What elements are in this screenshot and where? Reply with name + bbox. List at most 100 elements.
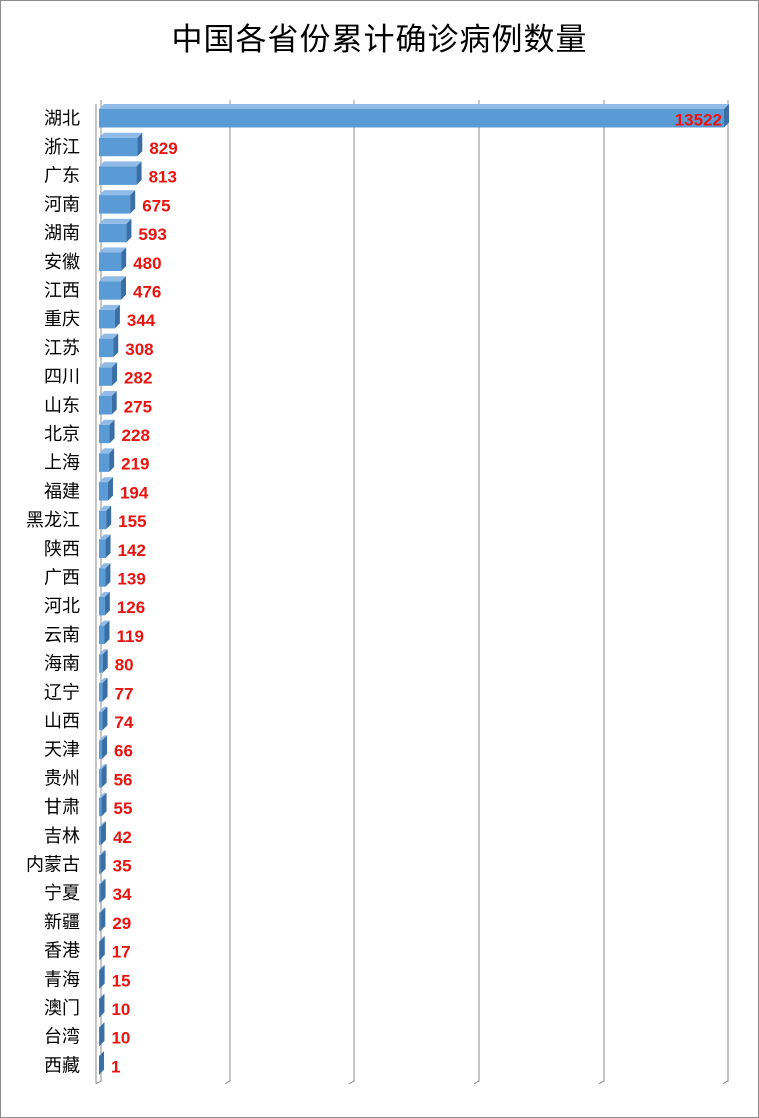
value-label: 194 xyxy=(120,483,149,502)
bar-top xyxy=(99,936,105,942)
bar-row: 四川 282 xyxy=(44,362,152,388)
bar-side xyxy=(102,678,108,702)
bar-side xyxy=(99,1051,105,1075)
bar-top xyxy=(99,678,108,683)
bar-row: 河南 675 xyxy=(44,190,171,215)
bar xyxy=(99,654,103,673)
category-label: 河南 xyxy=(44,194,80,215)
bar-side xyxy=(104,591,110,616)
bar-top xyxy=(99,276,127,282)
category-label: 澳门 xyxy=(44,998,80,1019)
bar-top xyxy=(99,505,112,511)
bar-row: 海南 80 xyxy=(44,649,134,675)
bar-top xyxy=(99,850,106,856)
bar xyxy=(99,166,137,185)
bar-top xyxy=(99,1022,105,1028)
bar-top xyxy=(99,591,110,597)
bar-row: 内蒙古 35 xyxy=(26,850,132,875)
bar-top xyxy=(99,534,111,540)
category-label: 山西 xyxy=(44,711,80,732)
bar-side xyxy=(102,706,108,731)
value-label: 142 xyxy=(118,541,146,560)
bar-top xyxy=(99,878,106,884)
bar-side xyxy=(121,276,127,300)
bar xyxy=(99,223,127,243)
bar xyxy=(99,683,103,702)
bar-side xyxy=(100,878,106,903)
value-label: 42 xyxy=(113,828,132,847)
bar-row: 新疆 29 xyxy=(44,907,131,933)
value-label: 55 xyxy=(114,799,133,818)
bar-row: 台湾 10 xyxy=(44,1022,130,1048)
bar xyxy=(99,769,102,788)
category-label: 四川 xyxy=(44,367,80,388)
value-label: 126 xyxy=(117,598,145,617)
value-label: 80 xyxy=(115,656,134,675)
value-label: 829 xyxy=(149,139,177,158)
bar-side xyxy=(137,132,143,157)
bar-row: 江西 476 xyxy=(44,276,161,301)
category-label: 山东 xyxy=(44,395,80,416)
bar-side xyxy=(99,936,105,960)
bar-row: 河北 126 xyxy=(44,591,145,617)
category-label: 辽宁 xyxy=(44,682,80,703)
value-label: 29 xyxy=(112,914,131,933)
bar-row: 香港 17 xyxy=(44,936,131,962)
bar-row: 天津 66 xyxy=(44,735,133,761)
bar-side xyxy=(111,391,117,415)
category-label: 福建 xyxy=(44,481,80,502)
bar-side xyxy=(130,190,136,214)
category-label: 北京 xyxy=(44,424,80,445)
bar xyxy=(99,855,101,874)
bar xyxy=(99,424,110,444)
bar-row: 陕西 142 xyxy=(44,534,146,560)
bar-row: 澳门 10 xyxy=(44,993,130,1019)
value-label: 15 xyxy=(112,971,131,990)
value-label: 139 xyxy=(117,569,145,588)
category-label: 新疆 xyxy=(44,912,80,933)
category-label: 陕西 xyxy=(44,539,80,560)
category-label: 安徽 xyxy=(44,252,80,273)
bar-row: 福建 194 xyxy=(44,477,149,502)
bar-top xyxy=(99,190,136,196)
bar-side xyxy=(102,735,108,759)
value-label: 77 xyxy=(115,684,134,703)
bar-side xyxy=(105,563,111,587)
bar xyxy=(99,912,101,932)
bar-top xyxy=(99,132,143,138)
bar-row: 西藏 1 xyxy=(44,1051,121,1076)
bar xyxy=(99,252,122,271)
bar-row: 广东 813 xyxy=(44,161,177,187)
bar-row: 黑龙江 155 xyxy=(26,505,147,531)
category-label: 上海 xyxy=(44,453,80,474)
value-label: 1 xyxy=(111,1057,120,1076)
gridline-foot xyxy=(473,1080,480,1085)
category-label: 西藏 xyxy=(44,1055,80,1076)
bar-row: 湖北 13522 xyxy=(44,104,729,129)
bar-side xyxy=(100,850,106,874)
category-label: 宁夏 xyxy=(44,883,80,904)
bar-side xyxy=(100,907,106,932)
bar-top xyxy=(99,304,120,310)
value-label: 344 xyxy=(127,311,156,330)
bar-top xyxy=(99,391,117,396)
value-label: 10 xyxy=(111,1000,130,1019)
bar-top xyxy=(99,161,142,167)
category-label: 黑龙江 xyxy=(26,510,80,531)
bar-top xyxy=(99,563,111,569)
bar-side xyxy=(99,1022,105,1046)
bar xyxy=(99,396,112,415)
bar-side xyxy=(114,304,120,329)
category-label: 广东 xyxy=(44,166,80,187)
bar xyxy=(99,711,103,731)
bar-row: 贵州 56 xyxy=(44,764,133,789)
category-label: 青海 xyxy=(44,969,80,990)
bar-side xyxy=(107,477,113,501)
bar-row: 浙江 829 xyxy=(44,132,178,158)
bar-top xyxy=(99,247,127,253)
bar xyxy=(99,309,115,329)
bar-top xyxy=(99,821,106,827)
bar-top xyxy=(99,764,107,770)
